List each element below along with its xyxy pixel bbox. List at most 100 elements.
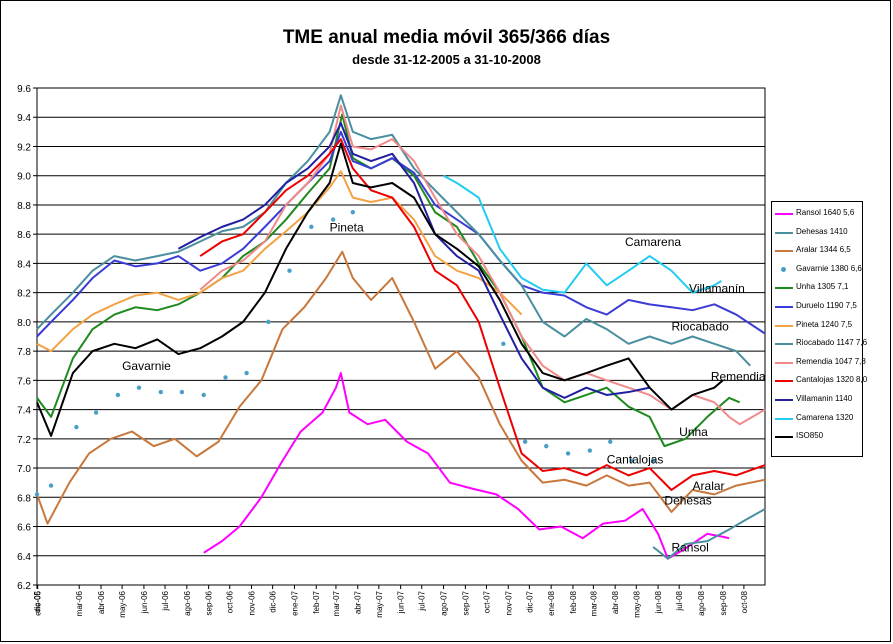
legend-item: Unha 1305 7,1 bbox=[775, 281, 863, 295]
series-annotation: Villamanín bbox=[689, 282, 745, 296]
x-tick-label: may-07 bbox=[375, 590, 384, 617]
series-point bbox=[350, 210, 356, 215]
x-tick-label: nov-06 bbox=[248, 590, 257, 615]
y-tick-label: 7.8 bbox=[17, 347, 31, 358]
series-point bbox=[565, 451, 571, 456]
y-tick-label: 8.4 bbox=[17, 259, 31, 270]
legend-label: Duruelo 1190 7,5 bbox=[796, 301, 857, 310]
series-annotation: Remendia bbox=[711, 369, 766, 383]
series-point bbox=[629, 458, 635, 463]
x-tick-label: oct-08 bbox=[740, 590, 749, 613]
y-tick-label: 9.6 bbox=[17, 84, 31, 95]
y-tick-label: 8.6 bbox=[17, 230, 31, 241]
series-line bbox=[199, 138, 766, 491]
chart-title: TME anual media móvil 365/366 días bbox=[282, 27, 611, 48]
legend-swatch bbox=[775, 380, 793, 383]
series-annotation: Riocabado bbox=[671, 320, 729, 334]
x-tick-label: ago-07 bbox=[440, 590, 449, 615]
x-tick-label: feb-08 bbox=[569, 590, 578, 613]
y-tick-label: 7.4 bbox=[17, 406, 31, 417]
legend-swatch bbox=[775, 306, 793, 308]
series-annotation: Dehesas bbox=[664, 494, 711, 508]
series-annotation: Pineta bbox=[330, 220, 364, 234]
series-point bbox=[201, 392, 206, 398]
legend-swatch bbox=[775, 361, 793, 364]
x-tick-label: dic-07 bbox=[525, 590, 534, 612]
y-tick-label: 9.2 bbox=[17, 142, 31, 153]
x-tick-label: ene-06 bbox=[34, 590, 43, 615]
legend-label: Camarena 1320 bbox=[796, 412, 854, 422]
legend-item: Remendia 1047 7,8 bbox=[775, 356, 866, 370]
legend-item: Duruelo 1190 7,5 bbox=[775, 300, 863, 314]
legend-swatch bbox=[775, 324, 793, 327]
y-tick-label: 8.8 bbox=[17, 201, 31, 212]
legend-swatch bbox=[775, 399, 793, 401]
chart-subtitle: desde 31-12-2005 a 31-10-2008 bbox=[352, 52, 541, 67]
y-tick-label: 6.2 bbox=[17, 581, 31, 592]
y-tick-label: 7.6 bbox=[17, 376, 31, 387]
legend-swatch bbox=[775, 231, 793, 234]
legend-item: Villamanin 1140 bbox=[775, 393, 863, 407]
legend-item: Dehesas 1410 bbox=[775, 226, 863, 240]
series-line bbox=[36, 130, 766, 338]
x-tick-label: oct-06 bbox=[226, 590, 235, 613]
y-tick-label: 6.4 bbox=[17, 552, 31, 563]
legend-label: Villamanin 1140 bbox=[796, 394, 853, 403]
legend-swatch bbox=[781, 266, 786, 272]
y-tick-label: 6.8 bbox=[17, 493, 31, 504]
series-point bbox=[587, 448, 593, 453]
series-point bbox=[115, 392, 121, 398]
x-tick-label: abr-08 bbox=[611, 590, 620, 614]
x-tick-label: sep-06 bbox=[205, 590, 214, 615]
series-line bbox=[36, 170, 523, 353]
x-tick-label: dic-06 bbox=[269, 590, 278, 612]
series-line bbox=[443, 174, 722, 294]
x-tick-label: sep-08 bbox=[719, 590, 728, 615]
legend-label: Unha 1305 7,1 bbox=[796, 282, 849, 292]
legend-swatch bbox=[775, 436, 793, 439]
series-annotation: Ransol bbox=[671, 540, 708, 554]
series-point bbox=[34, 492, 40, 497]
legend-label: ISO850 bbox=[796, 431, 824, 441]
legend-swatch bbox=[775, 250, 793, 253]
legend-item: ISO850 bbox=[775, 430, 863, 444]
series-line bbox=[36, 142, 724, 437]
x-tick-label: jun-06 bbox=[140, 590, 149, 614]
series-line bbox=[36, 113, 741, 448]
legend-swatch bbox=[775, 213, 793, 215]
legend-label: Riocabado 1147 7,6 bbox=[796, 338, 868, 348]
series-point bbox=[74, 424, 79, 430]
x-tick-label: ago-06 bbox=[183, 590, 192, 615]
x-tick-label: ene-08 bbox=[547, 590, 556, 615]
legend-label: Pineta 1240 7,5 bbox=[796, 319, 853, 329]
series-point bbox=[650, 458, 656, 463]
series-line bbox=[203, 372, 730, 560]
x-tick-label: dic-05 bbox=[33, 590, 42, 612]
x-tick-label: abr-07 bbox=[354, 590, 363, 614]
series-line bbox=[36, 94, 751, 367]
legend-label: Gavarnie 1380 6,6 bbox=[796, 263, 862, 273]
series-point bbox=[158, 389, 163, 395]
legend-swatch bbox=[775, 417, 793, 420]
x-tick-label: jun-07 bbox=[397, 590, 406, 614]
y-tick-label: 6.6 bbox=[17, 523, 31, 534]
series-point bbox=[330, 217, 336, 222]
series-point bbox=[501, 341, 506, 347]
x-tick-label: mar-06 bbox=[75, 590, 84, 616]
series-annotation: Gavarnie bbox=[122, 359, 171, 373]
series-line bbox=[177, 122, 650, 399]
x-tick-label: jul-06 bbox=[161, 590, 170, 611]
y-tick-label: 9.0 bbox=[17, 172, 31, 183]
legend-item: Pineta 1240 7,5 bbox=[775, 319, 863, 333]
series-point bbox=[608, 439, 613, 444]
x-tick-label: sep-07 bbox=[461, 590, 470, 615]
series-point bbox=[522, 439, 528, 444]
series-point bbox=[266, 319, 271, 325]
x-tick-label: ene-07 bbox=[290, 590, 299, 615]
x-tick-label: oct-07 bbox=[482, 590, 491, 613]
legend-item: Cantalojas 1320 8,0 bbox=[775, 374, 867, 388]
series-point bbox=[48, 483, 54, 488]
legend-swatch bbox=[775, 343, 793, 346]
